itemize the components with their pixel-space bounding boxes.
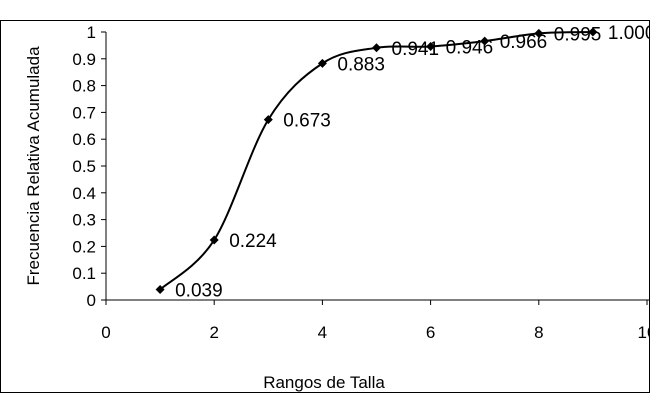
y-tick-label: 0 xyxy=(87,291,96,310)
y-tick-label: 0.9 xyxy=(72,50,96,69)
data-point-marker xyxy=(534,28,544,38)
data-point-marker xyxy=(426,41,436,51)
y-tick-label: 0.1 xyxy=(72,264,96,283)
y-tick-label: 0.8 xyxy=(72,77,96,96)
data-label: 0.039 xyxy=(175,281,223,302)
data-label: 0.941 xyxy=(392,39,440,60)
y-tick-label: 0.6 xyxy=(72,130,96,149)
data-label: 1.000 xyxy=(608,23,650,44)
y-tick-label: 0.5 xyxy=(72,157,96,176)
x-tick-label: 0 xyxy=(101,323,110,342)
data-label: 0.224 xyxy=(229,231,277,252)
x-tick-label: 6 xyxy=(426,323,435,342)
series-line xyxy=(159,31,593,291)
data-label: 0.995 xyxy=(554,24,602,45)
data-point-marker xyxy=(209,235,219,245)
x-tick-label: 4 xyxy=(318,323,327,342)
y-tick-label: 1 xyxy=(87,23,96,42)
data-point-marker xyxy=(317,58,327,68)
x-tick-label: 10 xyxy=(638,323,650,342)
data-point-marker xyxy=(480,36,490,46)
y-tick-label: 0.7 xyxy=(72,103,96,122)
y-tick-label: 0.3 xyxy=(72,211,96,230)
data-point-marker xyxy=(588,27,598,37)
x-axis-label: Rangos de Talla xyxy=(263,373,385,392)
data-label: 0.966 xyxy=(500,32,548,53)
data-label: 0.946 xyxy=(446,37,494,58)
data-point-marker xyxy=(155,285,165,295)
data-point-marker xyxy=(372,43,381,53)
y-tick-label: 0.2 xyxy=(72,237,96,256)
y-axis-label: Frecuencia Relativa Acumulada xyxy=(24,46,43,286)
data-label: 0.673 xyxy=(283,111,331,132)
x-tick-label: 8 xyxy=(534,323,543,342)
y-tick-label: 0.4 xyxy=(72,184,96,203)
data-point-marker xyxy=(263,115,273,125)
x-tick-label: 2 xyxy=(209,323,218,342)
data-label: 0.883 xyxy=(337,54,385,75)
